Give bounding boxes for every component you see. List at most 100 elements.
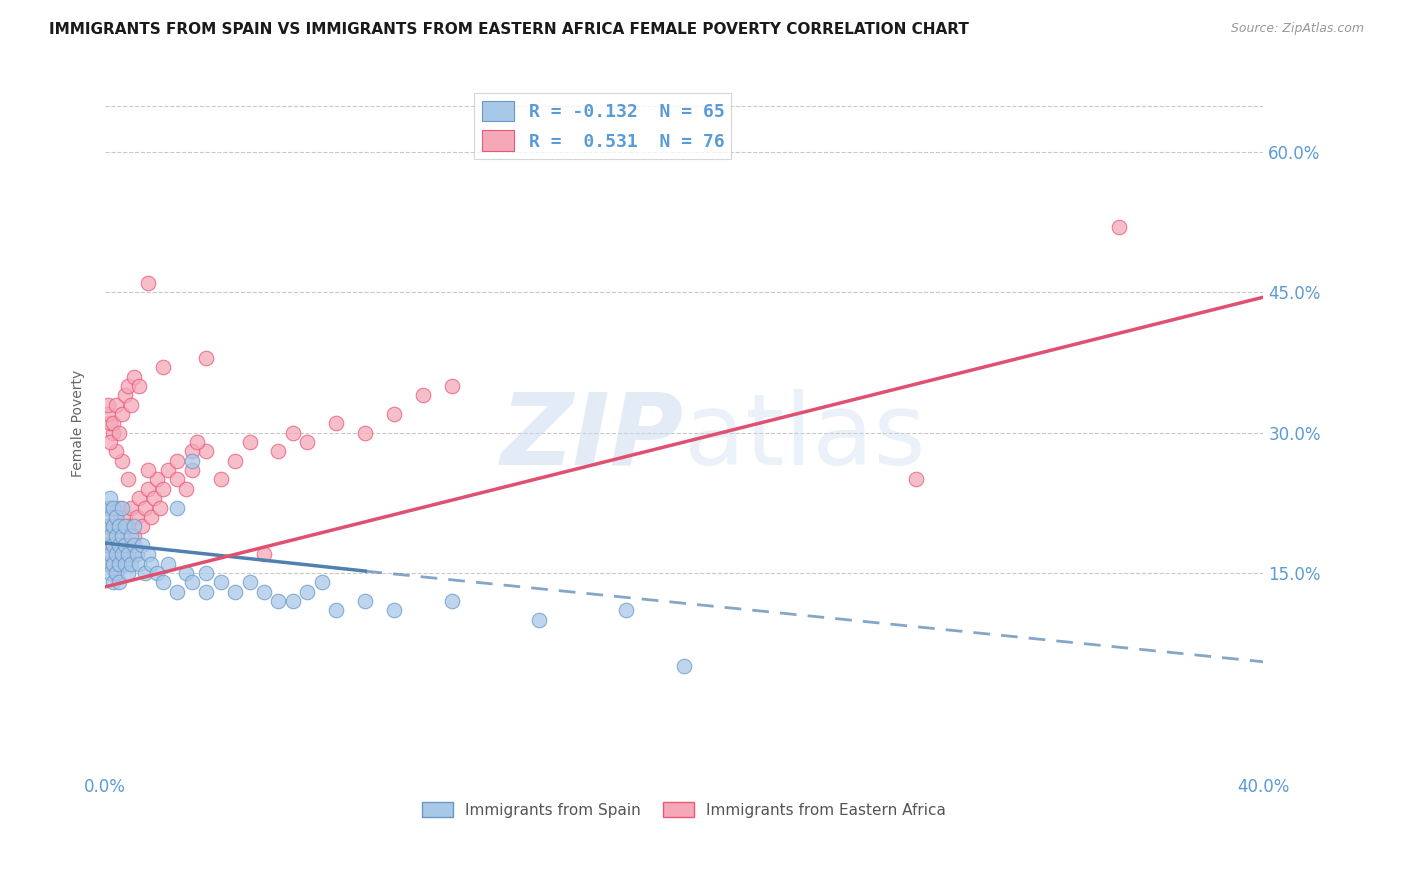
Point: [122, 528, 145, 542]
Point: [1108, 220, 1130, 235]
Text: ZIP: ZIP: [501, 389, 683, 486]
Point: [103, 519, 125, 533]
Point: [97, 519, 120, 533]
Point: [108, 425, 131, 440]
Point: [174, 566, 197, 580]
Point: [111, 547, 134, 561]
Point: [281, 594, 304, 608]
Point: [114, 557, 136, 571]
Point: [114, 509, 136, 524]
Point: [120, 398, 142, 412]
Point: [97, 407, 120, 421]
Point: [238, 575, 260, 590]
Point: [103, 575, 125, 590]
Point: [267, 594, 290, 608]
Point: [108, 557, 131, 571]
Point: [146, 473, 169, 487]
Point: [97, 538, 120, 552]
Point: [128, 557, 150, 571]
Point: [180, 454, 202, 468]
Point: [136, 463, 159, 477]
Point: [131, 519, 153, 533]
Point: [105, 528, 128, 542]
Text: IMMIGRANTS FROM SPAIN VS IMMIGRANTS FROM EASTERN AFRICA FEMALE POVERTY CORRELATI: IMMIGRANTS FROM SPAIN VS IMMIGRANTS FROM…: [49, 22, 969, 37]
Legend: Immigrants from Spain, Immigrants from Eastern Africa: Immigrants from Spain, Immigrants from E…: [416, 796, 952, 824]
Point: [152, 360, 174, 375]
Point: [105, 398, 128, 412]
Point: [180, 463, 202, 477]
Text: Source: ZipAtlas.com: Source: ZipAtlas.com: [1230, 22, 1364, 36]
Point: [238, 435, 260, 450]
Point: [111, 407, 134, 421]
Point: [105, 444, 128, 458]
Point: [97, 500, 120, 515]
Point: [100, 566, 122, 580]
Point: [100, 435, 122, 450]
Point: [105, 547, 128, 561]
Point: [111, 519, 134, 533]
Point: [105, 566, 128, 580]
Point: [122, 547, 145, 561]
Point: [114, 519, 136, 533]
Point: [441, 379, 464, 393]
Point: [97, 557, 120, 571]
Point: [117, 566, 139, 580]
Point: [114, 388, 136, 402]
Point: [122, 519, 145, 533]
Point: [412, 388, 434, 402]
Point: [209, 575, 232, 590]
Point: [672, 659, 695, 673]
Point: [114, 557, 136, 571]
Point: [117, 547, 139, 561]
Point: [131, 538, 153, 552]
Point: [186, 435, 208, 450]
Point: [100, 509, 122, 524]
Point: [100, 547, 122, 561]
Point: [134, 566, 156, 580]
Point: [120, 500, 142, 515]
Point: [97, 557, 120, 571]
Point: [325, 603, 347, 617]
Point: [311, 575, 333, 590]
Point: [100, 417, 122, 431]
Point: [125, 509, 148, 524]
Point: [139, 509, 162, 524]
Point: [354, 425, 377, 440]
Point: [382, 603, 405, 617]
Point: [157, 557, 180, 571]
Point: [152, 575, 174, 590]
Point: [103, 500, 125, 515]
Point: [117, 473, 139, 487]
Point: [152, 482, 174, 496]
Point: [166, 454, 188, 468]
Point: [209, 473, 232, 487]
Point: [103, 538, 125, 552]
Point: [224, 454, 246, 468]
Y-axis label: Female Poverty: Female Poverty: [72, 370, 86, 477]
Point: [105, 509, 128, 524]
Point: [904, 473, 927, 487]
Point: [120, 557, 142, 571]
Point: [111, 500, 134, 515]
Point: [146, 566, 169, 580]
Point: [281, 425, 304, 440]
Point: [108, 575, 131, 590]
Point: [441, 594, 464, 608]
Point: [122, 369, 145, 384]
Point: [100, 528, 122, 542]
Point: [105, 509, 128, 524]
Point: [111, 538, 134, 552]
Point: [136, 482, 159, 496]
Point: [117, 519, 139, 533]
Point: [108, 500, 131, 515]
Point: [149, 500, 172, 515]
Point: [97, 538, 120, 552]
Point: [100, 547, 122, 561]
Point: [114, 538, 136, 552]
Point: [174, 482, 197, 496]
Point: [142, 491, 165, 505]
Point: [103, 538, 125, 552]
Point: [180, 444, 202, 458]
Point: [134, 500, 156, 515]
Point: [108, 547, 131, 561]
